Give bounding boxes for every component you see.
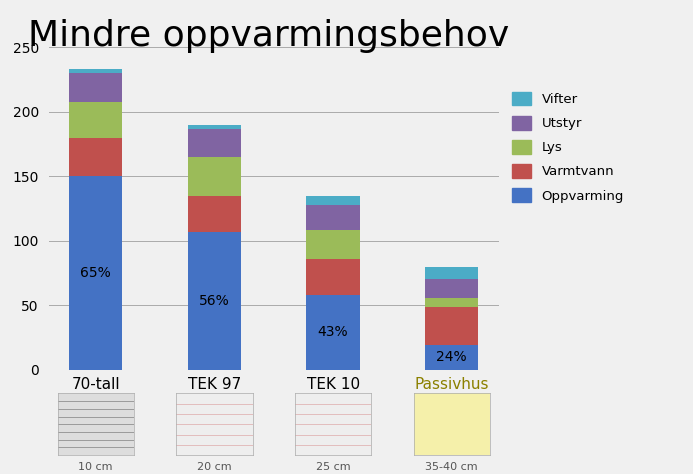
Bar: [425, 307, 478, 345]
Bar: [69, 137, 123, 176]
Bar: [425, 280, 478, 298]
Bar: [306, 196, 360, 205]
Text: 56%: 56%: [199, 294, 230, 308]
Bar: [306, 295, 360, 370]
Bar: [188, 232, 241, 370]
Text: Mindre oppvarmingsbehov: Mindre oppvarmingsbehov: [28, 19, 509, 53]
Bar: [69, 69, 123, 73]
Text: 35-40 cm: 35-40 cm: [426, 462, 478, 472]
Bar: [188, 125, 241, 128]
Bar: [425, 298, 478, 307]
Bar: [188, 128, 241, 157]
Text: 10 cm: 10 cm: [78, 462, 113, 472]
Bar: [306, 259, 360, 295]
Text: 20 cm: 20 cm: [197, 462, 231, 472]
Text: 65%: 65%: [80, 266, 111, 280]
Bar: [306, 230, 360, 259]
Bar: [188, 196, 241, 232]
Text: 24%: 24%: [437, 350, 467, 365]
Bar: [69, 101, 123, 137]
Bar: [425, 345, 478, 370]
Bar: [188, 157, 241, 196]
Legend: Vifter, Utstyr, Lys, Varmtvann, Oppvarming: Vifter, Utstyr, Lys, Varmtvann, Oppvarmi…: [513, 92, 624, 202]
Text: 25 cm: 25 cm: [316, 462, 351, 472]
Bar: [69, 73, 123, 101]
Bar: [69, 176, 123, 370]
Bar: [425, 266, 478, 280]
Text: 43%: 43%: [318, 325, 349, 339]
Bar: [306, 205, 360, 230]
